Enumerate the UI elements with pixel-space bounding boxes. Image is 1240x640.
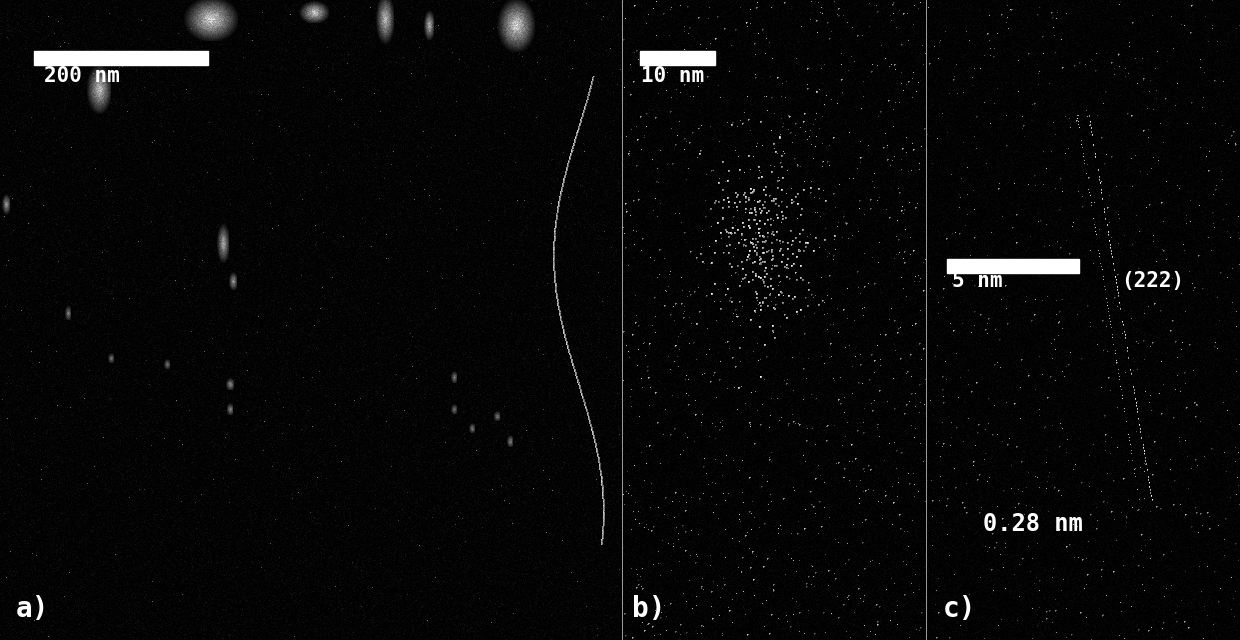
Text: (222): (222) <box>1121 271 1184 291</box>
Bar <box>35 51 208 65</box>
Text: 0.28 nm: 0.28 nm <box>983 512 1083 536</box>
Text: a): a) <box>16 595 50 623</box>
Text: 10 nm: 10 nm <box>641 67 704 86</box>
Bar <box>640 51 715 65</box>
Text: 5 nm: 5 nm <box>952 271 1002 291</box>
Text: 200 nm: 200 nm <box>43 67 119 86</box>
Text: b): b) <box>632 595 666 623</box>
Bar <box>947 259 1079 273</box>
Text: c): c) <box>942 595 976 623</box>
